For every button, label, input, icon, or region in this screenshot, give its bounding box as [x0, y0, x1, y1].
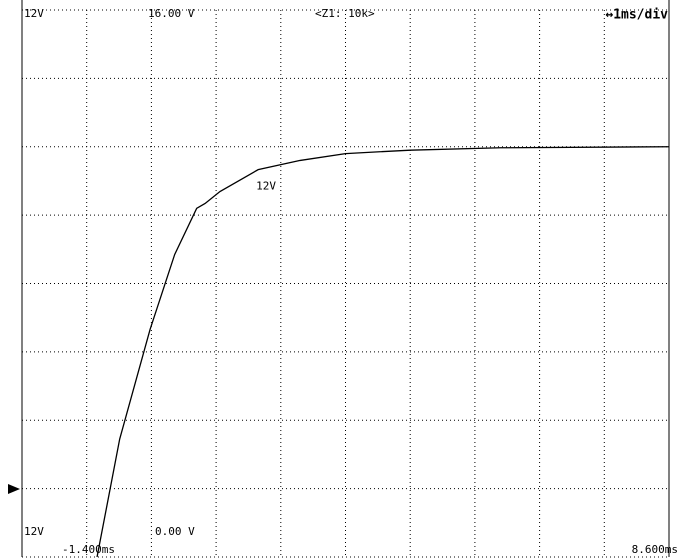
channel-label: 12V: [24, 7, 44, 20]
trace-label: 12V: [256, 180, 276, 193]
timebase-label: ↔1ms/div: [605, 8, 668, 23]
y-bottom-label: 0.00 V: [155, 525, 195, 538]
zoom-label: <Z1: 10k>: [315, 7, 375, 20]
x-start-label: -1.400ms: [62, 543, 115, 556]
ground-marker: [8, 484, 20, 494]
trace: [96, 146, 670, 558]
x-end-label: 8.600ms: [632, 543, 678, 556]
y-top-label: 16.00 V: [148, 7, 195, 20]
channel-label: 12V: [24, 525, 44, 538]
